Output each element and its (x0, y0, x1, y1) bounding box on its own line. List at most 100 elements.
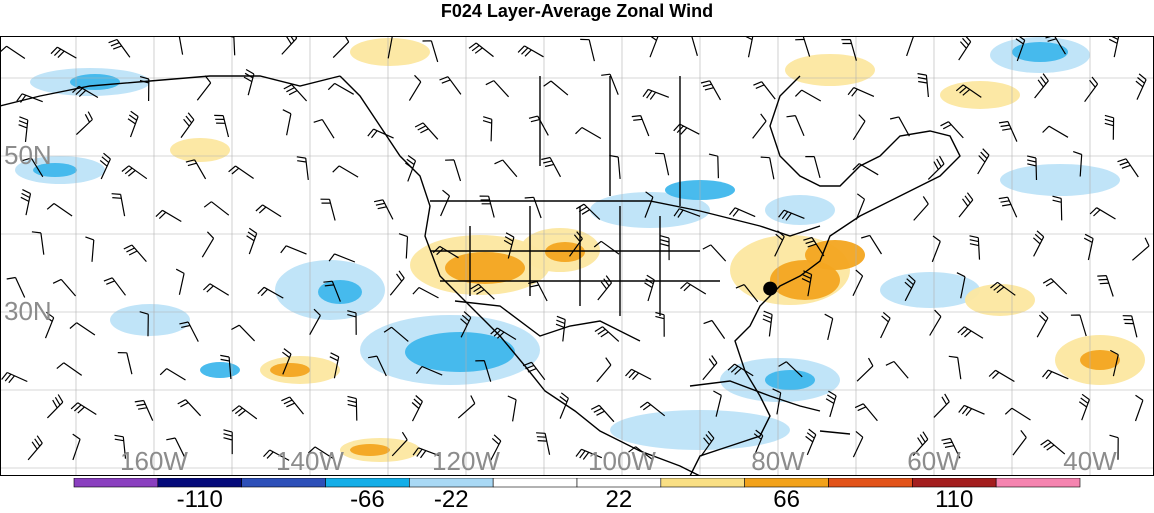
wind-barb (772, 388, 782, 415)
wind-barb (752, 113, 767, 139)
wind-barb (111, 193, 126, 217)
wind-barb (955, 84, 982, 98)
wind-barb (575, 203, 601, 220)
wind-barb (231, 324, 256, 342)
wind-barb (103, 277, 126, 296)
wind-barb (155, 209, 182, 223)
wind-barb (753, 81, 776, 100)
wind-barb (1097, 275, 1114, 297)
wind-barb (575, 448, 603, 460)
wind-barb (139, 76, 150, 102)
colorbar-swatch (828, 478, 913, 488)
wind-barb (957, 326, 984, 339)
us-canada-border (430, 200, 821, 237)
wind-barb (391, 431, 408, 457)
wind-barb (762, 310, 773, 337)
wind-barb (490, 434, 502, 461)
coastlines-borders-layer (0, 75, 961, 476)
wind-barb (99, 152, 111, 180)
wind-barb (1, 371, 28, 384)
colorbar-tick-label: 22 (605, 486, 633, 513)
wind-barb (778, 209, 805, 221)
wind-barb (680, 281, 707, 295)
wind-barb (313, 119, 335, 139)
wind-barb (575, 126, 602, 140)
wind-barb (609, 154, 621, 179)
wind-barb (555, 315, 566, 342)
wind-barb (1132, 237, 1150, 261)
wind-barb (805, 428, 817, 456)
wind-barb (580, 38, 595, 62)
wind-barb (283, 84, 308, 102)
wind-barb (1040, 439, 1066, 455)
wind-barb (457, 395, 476, 419)
wind-barb (490, 327, 517, 341)
wind-barb (56, 362, 83, 376)
wind-barb (1036, 311, 1049, 338)
longitude-label: 100W (588, 446, 656, 476)
wind-barb (328, 253, 356, 263)
wind-barb (347, 310, 357, 335)
wind-barb (852, 163, 879, 176)
wind-barb (1034, 73, 1049, 99)
wind-barb (405, 155, 417, 182)
wind-barb (642, 88, 670, 100)
longitude-label: 120W (432, 446, 500, 476)
wind-barb (383, 326, 409, 342)
colorbar-tick-label: -66 (350, 486, 385, 513)
wind-barb (889, 116, 910, 137)
wind-barb (246, 227, 258, 255)
wind-barb (1108, 36, 1120, 58)
shading-blob (445, 252, 525, 284)
zonal-wind-map (0, 36, 1154, 476)
wind-barb (673, 123, 700, 135)
wind-barb (282, 109, 292, 136)
wind-barb (528, 280, 548, 302)
wind-barb (263, 449, 290, 461)
lat-lon-grid (0, 36, 1154, 476)
wind-barb (852, 430, 864, 458)
wind-barb (398, 233, 409, 259)
wind-barb (1004, 407, 1031, 421)
shading-blob (785, 54, 875, 86)
wind-barb (85, 236, 95, 262)
shading-blob (1000, 164, 1120, 196)
wind-barb (803, 236, 825, 257)
wind-barb (46, 394, 64, 419)
wind-barb (855, 193, 866, 220)
wind-barb (281, 396, 304, 415)
colorbar-swatch (492, 478, 578, 488)
wind-barb (601, 73, 619, 95)
shading-blob (170, 138, 230, 162)
wind-barb (861, 234, 883, 255)
wind-barb (432, 245, 459, 259)
shading-blob (765, 195, 835, 225)
wind-barb (121, 165, 148, 180)
wind-barb (50, 46, 77, 59)
wind-barb (1110, 349, 1119, 377)
wind-barb (479, 195, 495, 218)
map-title: F024 Layer-Average Zonal Wind (440, 1, 714, 21)
wind-barb (655, 311, 665, 337)
wind-barb (1073, 151, 1083, 177)
wind-barb (654, 152, 670, 176)
wind-barb (108, 38, 131, 58)
wind-barb (117, 352, 133, 375)
colorbar (73, 478, 1081, 488)
wind-barb (180, 112, 195, 138)
colorbar-tick-label: -22 (433, 486, 469, 513)
wind-barb (1135, 73, 1147, 100)
wind-barb (958, 192, 974, 218)
wind-barb (367, 128, 394, 139)
wind-barb (958, 36, 972, 61)
wind-barb (786, 115, 805, 137)
wind-barb (367, 355, 387, 377)
wind-barb (422, 40, 439, 63)
wind-barb (541, 156, 562, 178)
wind-barb (1012, 430, 1027, 456)
wind-barb (6, 276, 26, 298)
wind-barb (329, 352, 340, 379)
colorbar-swatch (995, 478, 1081, 488)
wind-barb (1089, 207, 1116, 220)
shading-blob (405, 332, 515, 372)
